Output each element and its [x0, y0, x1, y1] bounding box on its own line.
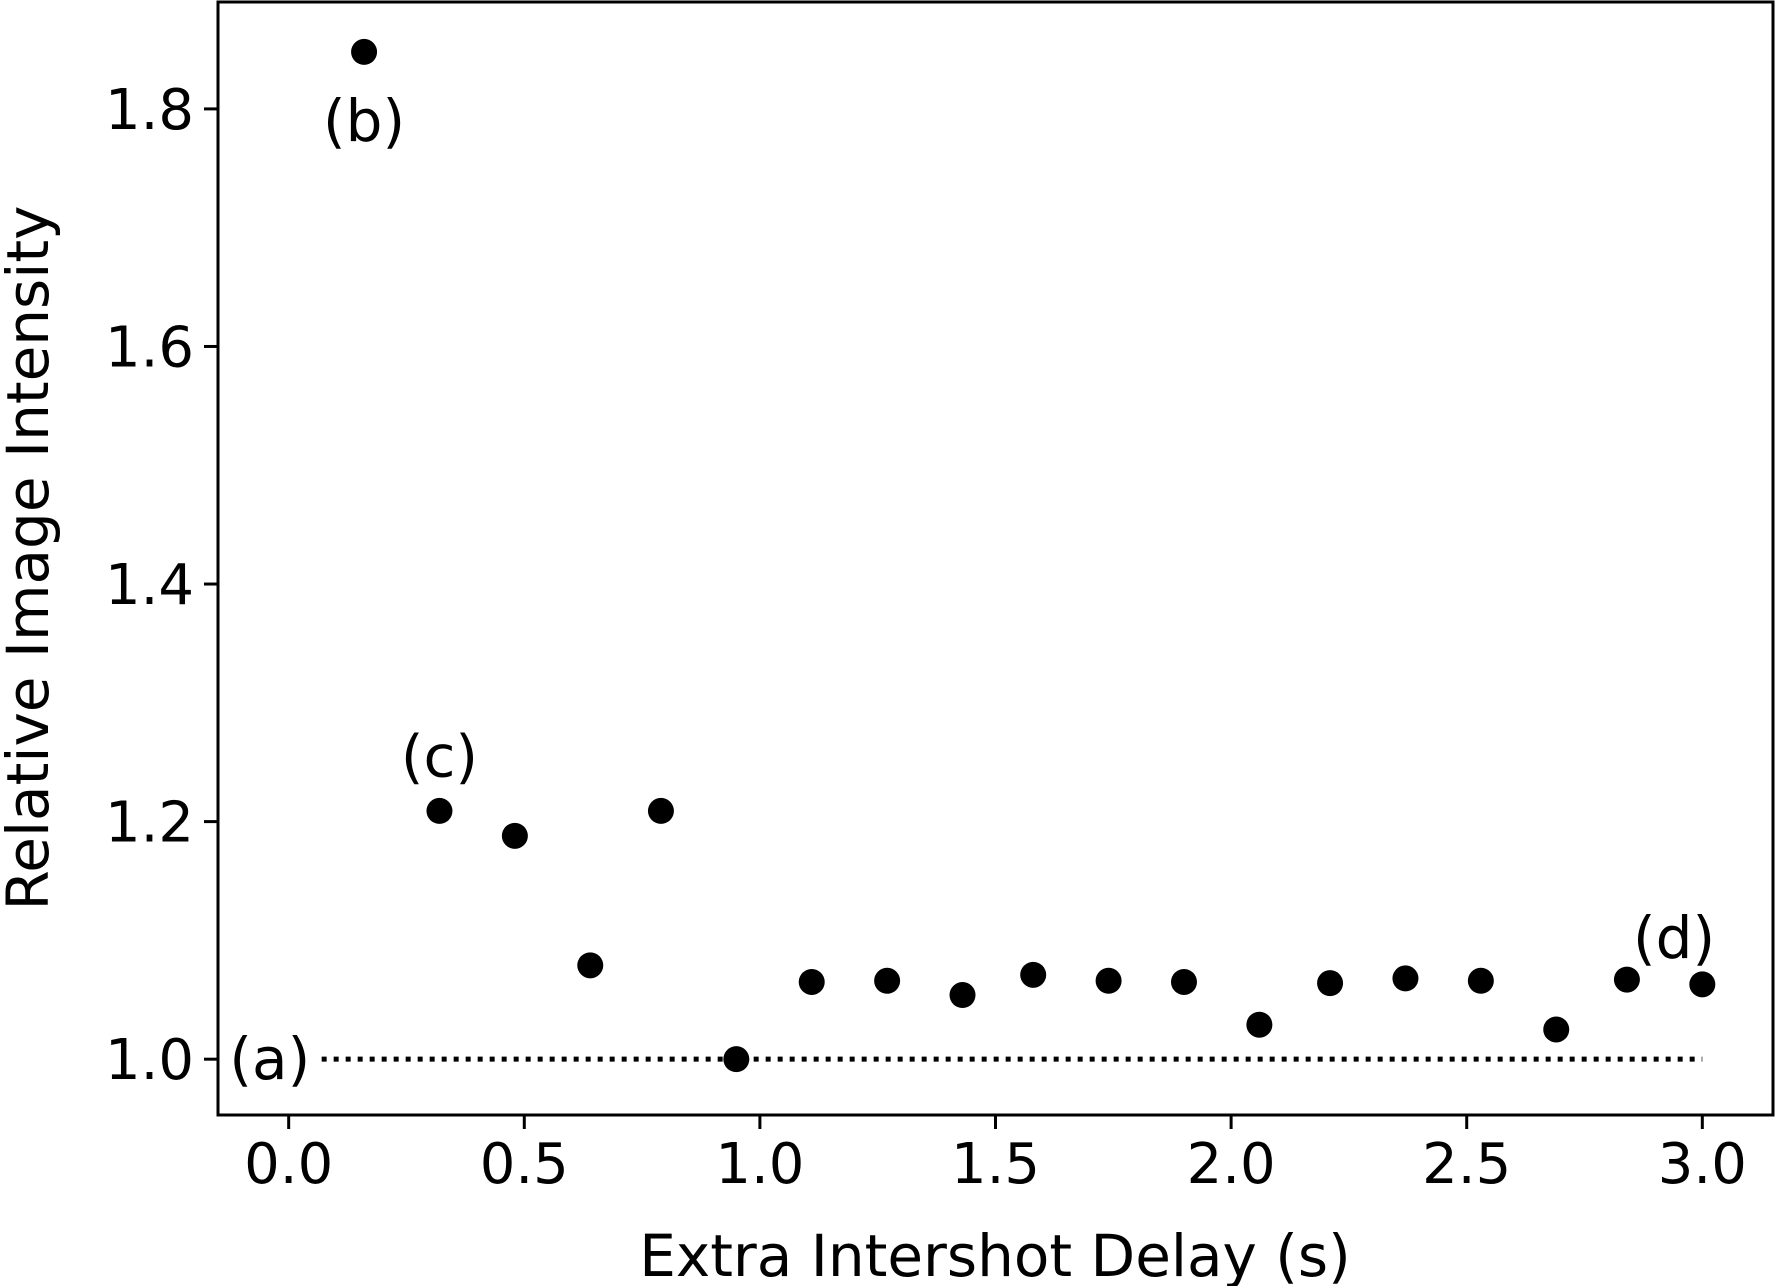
x-tick-label: 0.0	[244, 1132, 333, 1197]
data-point	[501, 822, 528, 849]
data-point	[874, 967, 901, 994]
point-annotation: (b)	[323, 87, 405, 155]
data-point	[1317, 970, 1344, 997]
x-axis-ticks: 0.0 0.5 1.0 1.5 2.0 2.5 3.0	[244, 1115, 1747, 1197]
data-point	[351, 38, 378, 65]
data-point	[577, 952, 604, 979]
point-annotation: (a)	[229, 1025, 310, 1093]
x-tick-label: 1.0	[715, 1132, 804, 1197]
y-axis-ticks: 1.0 1.2 1.4 1.6 1.8	[105, 78, 218, 1093]
x-tick-label: 2.0	[1187, 1132, 1276, 1197]
data-point	[949, 982, 976, 1009]
data-points	[351, 38, 1716, 1073]
y-tick-label: 1.4	[105, 553, 194, 618]
x-tick-label: 2.5	[1422, 1132, 1511, 1197]
y-tick-label: 1.0	[105, 1028, 194, 1093]
data-point	[1613, 966, 1640, 993]
data-point	[1095, 967, 1122, 994]
y-axis-label: Relative Image Intensity	[0, 206, 62, 911]
y-tick-label: 1.8	[105, 78, 194, 143]
x-tick-label: 1.5	[951, 1132, 1040, 1197]
x-tick-label: 3.0	[1658, 1132, 1747, 1197]
x-tick-label: 0.5	[480, 1132, 569, 1197]
data-point	[798, 968, 825, 995]
annotations: (a) (b) (c) (d)	[229, 87, 1715, 1093]
y-tick-label: 1.2	[105, 791, 194, 856]
point-annotation: (c)	[401, 722, 478, 790]
plot-frame	[216, 0, 1775, 1117]
data-point	[1246, 1011, 1273, 1038]
point-annotation: (d)	[1633, 904, 1715, 972]
data-point	[1467, 967, 1494, 994]
y-tick-label: 1.6	[105, 315, 194, 380]
data-point	[723, 1046, 750, 1073]
data-point	[1170, 968, 1197, 995]
data-point	[1020, 961, 1047, 988]
data-point	[1392, 965, 1419, 992]
x-axis-label: Extra Intershot Delay (s)	[639, 1222, 1351, 1286]
data-point	[1543, 1016, 1570, 1043]
data-point	[426, 797, 453, 824]
data-point	[647, 797, 674, 824]
data-point	[1689, 971, 1716, 998]
